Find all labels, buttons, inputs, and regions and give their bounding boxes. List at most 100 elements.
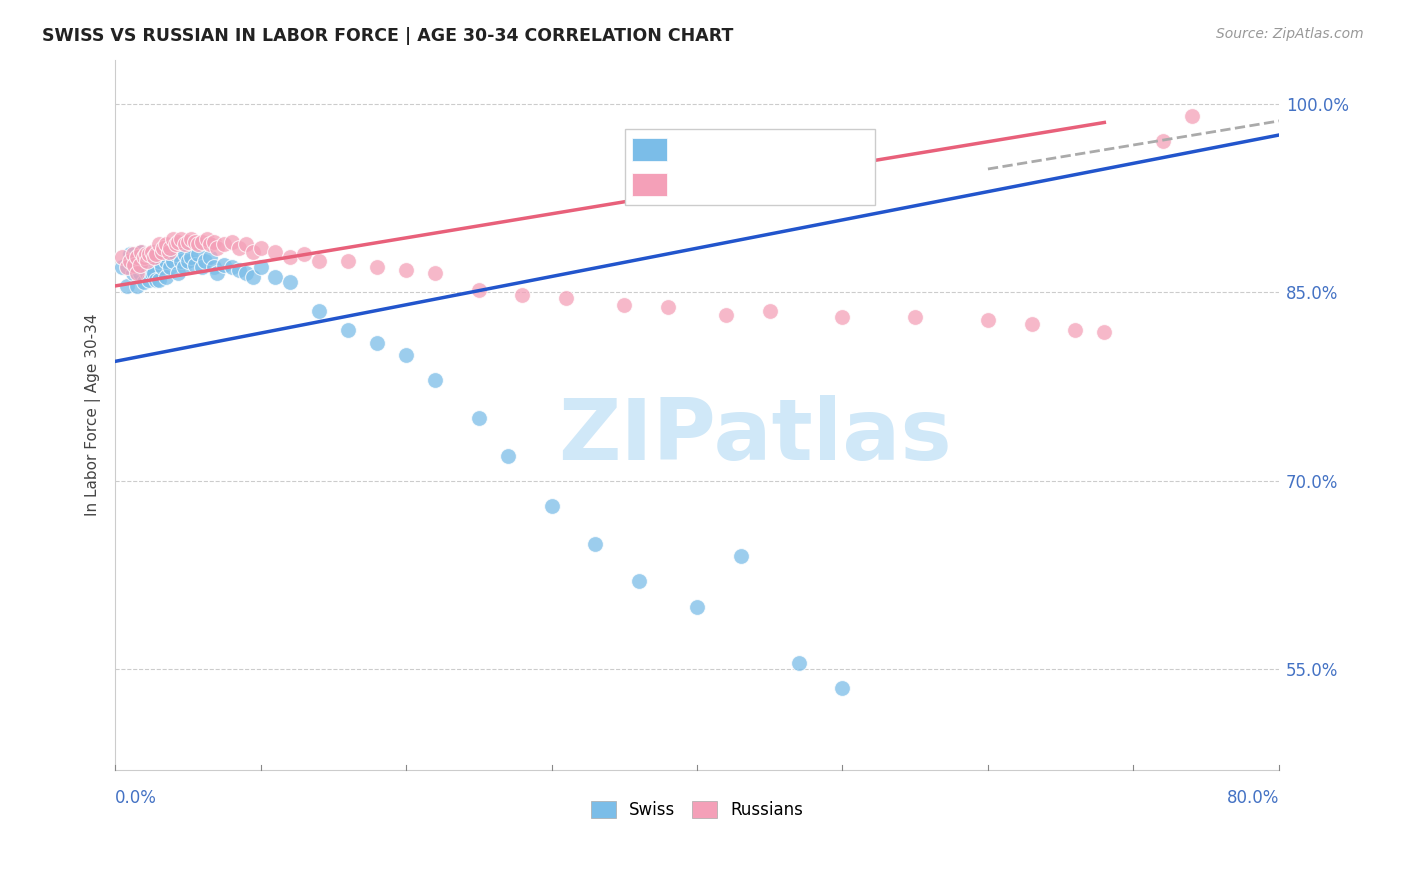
Point [152,247,174,261]
Point [173,260,195,274]
Point [395,262,418,277]
Point [138,247,160,261]
Point [125,250,148,264]
Point [131,260,153,274]
Point [336,253,359,268]
Point [155,237,177,252]
Point [195,232,218,246]
Point [141,266,163,280]
Point [292,247,315,261]
Point [730,549,752,564]
Point [155,270,177,285]
Point [787,656,810,670]
Point [165,237,187,252]
Point [366,335,388,350]
Point [191,260,214,274]
Point [184,235,207,249]
Point [613,298,636,312]
Point [583,537,606,551]
Point [1092,326,1115,340]
Point [165,247,187,261]
Point [131,244,153,259]
Point [122,258,145,272]
Point [187,247,209,261]
Point [214,237,236,252]
Point [159,241,181,255]
Point [136,253,159,268]
Point [150,260,173,274]
Point [148,272,170,286]
Point [228,241,250,255]
Point [115,260,138,274]
Point [657,301,679,315]
Point [180,232,202,246]
Point [143,266,166,280]
Point [468,411,491,425]
Point [264,270,287,285]
Point [831,310,853,325]
Point [235,237,257,252]
Point [122,253,145,268]
Point [425,266,447,280]
Text: ZIPatlas: ZIPatlas [558,394,952,477]
Point [184,258,207,272]
Text: 80.0%: 80.0% [1226,789,1279,807]
Point [496,449,519,463]
Point [125,260,148,274]
Point [831,681,853,696]
Point [242,270,264,285]
Point [141,244,163,259]
Point [235,266,257,280]
Point [308,304,330,318]
Point [141,250,163,264]
Point [174,237,197,252]
Point [395,348,418,362]
Point [205,266,228,280]
Point [202,260,225,274]
Point [169,253,191,268]
Point [143,244,166,259]
Point [162,253,184,268]
Text: SWISS VS RUSSIAN IN LABOR FORCE | AGE 30-34 CORRELATION CHART: SWISS VS RUSSIAN IN LABOR FORCE | AGE 30… [42,27,734,45]
Point [159,260,181,274]
Point [242,244,264,259]
Point [162,232,184,246]
Point [134,253,156,268]
Point [111,250,134,264]
Point [512,287,534,301]
Point [145,247,167,261]
Text: Source: ZipAtlas.com: Source: ZipAtlas.com [1216,27,1364,41]
Point [138,272,160,286]
Point [627,574,650,589]
Point [169,232,191,246]
Point [202,235,225,249]
Point [205,241,228,255]
Point [138,253,160,268]
Point [221,235,243,249]
Point [308,253,330,268]
Point [125,266,148,280]
Point [904,310,927,325]
Point [145,272,167,286]
Point [425,373,447,387]
Point [198,237,221,252]
Point [174,247,197,261]
Point [166,235,188,249]
Point [177,235,200,249]
Point [180,250,202,264]
Point [148,237,170,252]
Point [555,292,578,306]
Point [1021,317,1043,331]
Point [191,235,214,249]
Point [249,260,271,274]
Point [977,313,1000,327]
Point [278,250,301,264]
Point [136,266,159,280]
Point [194,253,217,268]
Point [111,260,134,274]
Point [214,258,236,272]
Point [135,260,157,274]
Point [228,262,250,277]
Point [143,250,166,264]
Point [121,247,143,261]
